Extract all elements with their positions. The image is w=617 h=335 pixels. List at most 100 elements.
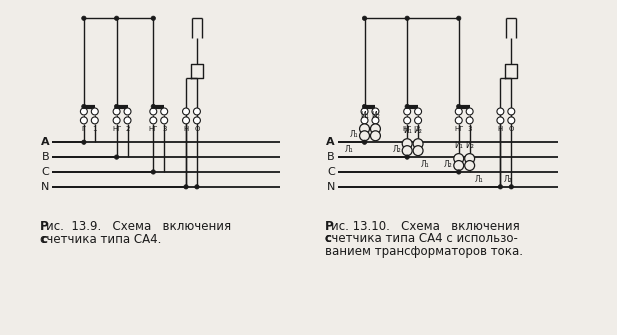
Circle shape (151, 16, 155, 20)
Circle shape (465, 154, 474, 163)
Circle shape (453, 154, 464, 163)
Circle shape (453, 160, 464, 171)
Circle shape (404, 108, 411, 115)
Circle shape (372, 117, 379, 124)
Circle shape (361, 108, 368, 115)
Circle shape (81, 16, 86, 20)
Circle shape (150, 108, 157, 115)
Text: Л₂: Л₂ (444, 160, 453, 169)
Text: О: О (508, 126, 514, 132)
Circle shape (183, 108, 189, 115)
Text: ис. 13.10.   Схема   включения: ис. 13.10. Схема включения (331, 219, 520, 232)
Circle shape (161, 108, 168, 115)
Circle shape (415, 117, 421, 124)
Text: НГ: НГ (454, 126, 463, 132)
Circle shape (370, 131, 381, 141)
Text: 1: 1 (373, 126, 378, 132)
Circle shape (114, 16, 119, 20)
Text: Л₁: Л₁ (345, 145, 354, 154)
Text: Л₁: Л₁ (474, 175, 483, 184)
Circle shape (465, 160, 474, 171)
Text: И₂: И₂ (371, 111, 380, 120)
Circle shape (372, 108, 379, 115)
Circle shape (113, 108, 120, 115)
Circle shape (91, 108, 98, 115)
Circle shape (362, 140, 366, 144)
Circle shape (184, 185, 188, 189)
Circle shape (457, 104, 461, 109)
Circle shape (404, 117, 411, 124)
Circle shape (457, 16, 461, 20)
Circle shape (497, 108, 504, 115)
Text: N: N (326, 182, 335, 192)
Text: Г: Г (362, 126, 366, 132)
Circle shape (161, 117, 168, 124)
Circle shape (509, 185, 513, 189)
Text: N: N (41, 182, 49, 192)
Text: с: с (40, 233, 48, 247)
Circle shape (498, 185, 503, 189)
Text: B: B (41, 152, 49, 162)
Circle shape (150, 117, 157, 124)
Circle shape (455, 117, 462, 124)
Text: 2: 2 (125, 126, 130, 132)
Circle shape (413, 146, 423, 155)
Text: Р: Р (40, 219, 49, 232)
Circle shape (508, 108, 515, 115)
Text: И₁: И₁ (360, 111, 369, 120)
Circle shape (466, 108, 473, 115)
Text: Р: Р (325, 219, 333, 232)
Circle shape (402, 139, 412, 149)
Circle shape (361, 117, 368, 124)
Circle shape (362, 104, 366, 109)
Text: Н: Н (183, 126, 189, 132)
Circle shape (405, 16, 409, 20)
Text: Н: Н (498, 126, 503, 132)
Text: НГ: НГ (402, 126, 412, 132)
Circle shape (413, 139, 423, 149)
Text: ванием трансформаторов тока.: ванием трансформаторов тока. (325, 245, 523, 258)
Circle shape (124, 108, 131, 115)
Circle shape (497, 117, 504, 124)
Circle shape (195, 185, 199, 189)
Text: И₁: И₁ (454, 141, 463, 150)
Text: Л₂: Л₂ (503, 175, 512, 184)
Circle shape (415, 108, 421, 115)
Text: 1: 1 (93, 126, 97, 132)
Circle shape (114, 155, 119, 159)
Circle shape (508, 117, 515, 124)
Text: C: C (327, 167, 335, 177)
Text: ис.  13.9.   Схема   включения: ис. 13.9. Схема включения (46, 219, 231, 232)
Circle shape (402, 146, 412, 155)
Text: 2: 2 (416, 126, 420, 132)
Circle shape (194, 117, 201, 124)
Circle shape (114, 104, 119, 109)
Circle shape (370, 124, 381, 134)
Text: счетчика типа СА4 с использо-: счетчика типа СА4 с использо- (325, 232, 518, 246)
Text: C: C (41, 167, 49, 177)
Text: Г: Г (82, 126, 86, 132)
Text: 3: 3 (162, 126, 167, 132)
Circle shape (151, 170, 155, 174)
Circle shape (183, 117, 189, 124)
Text: 3: 3 (468, 126, 472, 132)
Circle shape (362, 16, 366, 20)
Text: Л₁: Л₁ (421, 160, 429, 169)
Circle shape (360, 131, 370, 141)
Circle shape (80, 117, 88, 124)
Text: Л₁: Л₁ (350, 130, 358, 139)
Circle shape (466, 117, 473, 124)
Text: И₂: И₂ (465, 141, 474, 150)
Text: НГ: НГ (112, 126, 122, 132)
Circle shape (457, 170, 461, 174)
Text: A: A (41, 137, 49, 147)
Circle shape (405, 155, 409, 159)
Text: счетчика типа СА4.: счетчика типа СА4. (40, 233, 162, 247)
Text: О: О (194, 126, 200, 132)
Circle shape (113, 117, 120, 124)
Circle shape (194, 108, 201, 115)
Text: И₁: И₁ (403, 126, 412, 135)
Circle shape (81, 140, 86, 144)
Text: с: с (325, 232, 332, 246)
Circle shape (80, 108, 88, 115)
